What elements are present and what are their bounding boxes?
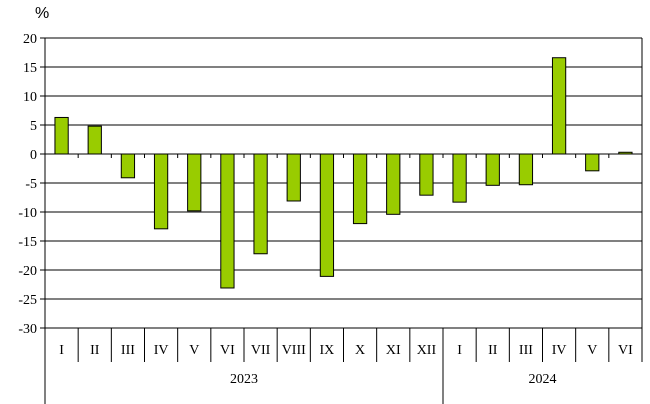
bar (485, 153, 500, 186)
x-tick-label: III (121, 343, 135, 358)
y-tick-label: -25 (18, 293, 37, 308)
x-tick-labels: I II III IV V VI VII VIII IX X XI XII I II III IV V VI (59, 343, 633, 358)
bar (54, 116, 69, 155)
bar (551, 57, 567, 155)
y-tick-label: 5 (30, 119, 37, 134)
year-label: 2023 (230, 372, 258, 387)
bar (286, 153, 301, 202)
y-tick-labels: 20 15 10 5 0 -5 -10 -15 -20 -25 -30 (18, 32, 37, 337)
y-tick-label: 15 (23, 61, 37, 76)
x-tick-label: VI (220, 343, 235, 358)
x-tick-label: X (355, 343, 365, 358)
x-tick-label: XII (417, 343, 437, 358)
x-tick-label: I (457, 343, 462, 358)
bar (419, 153, 434, 196)
bar (187, 153, 202, 212)
x-tick-label: VI (618, 343, 633, 358)
year-group-labels: 2023 2024 (230, 372, 557, 387)
y-tick-label: -30 (18, 322, 37, 337)
x-tick-label: IV (154, 343, 169, 358)
bar (452, 153, 467, 203)
bar (153, 153, 169, 230)
bar (352, 153, 368, 225)
y-tick-label: -5 (25, 177, 37, 192)
y-tick-label: 10 (23, 90, 37, 105)
x-tick-label: IV (552, 343, 567, 358)
bar (518, 153, 534, 186)
y-tick-label: -15 (18, 235, 37, 250)
x-tick-label: II (488, 343, 498, 358)
x-tick-label: VIII (282, 343, 306, 358)
bar (618, 151, 633, 155)
y-unit-label: % (35, 5, 49, 22)
y-tick-label: -20 (18, 264, 37, 279)
bar (585, 153, 600, 172)
bar (319, 153, 335, 277)
bar (220, 153, 235, 289)
y-tick-label: 20 (23, 32, 37, 47)
x-tick-label: V (189, 343, 199, 358)
x-tick-label: V (587, 343, 597, 358)
bar (87, 125, 102, 155)
x-tick-label: VII (251, 343, 271, 358)
bar (386, 153, 401, 215)
year-label: 2024 (529, 372, 557, 387)
bars (54, 57, 633, 289)
x-tick-label: I (59, 343, 64, 358)
y-tick-label: 0 (30, 148, 37, 163)
bar (120, 153, 136, 179)
x-tick-label: II (90, 343, 100, 358)
bar (253, 153, 268, 255)
y-tick-label: -10 (18, 206, 37, 221)
x-tick-label: XI (386, 343, 401, 358)
axes (40, 37, 643, 404)
x-tick-label: IX (320, 343, 335, 358)
x-tick-label: III (519, 343, 533, 358)
